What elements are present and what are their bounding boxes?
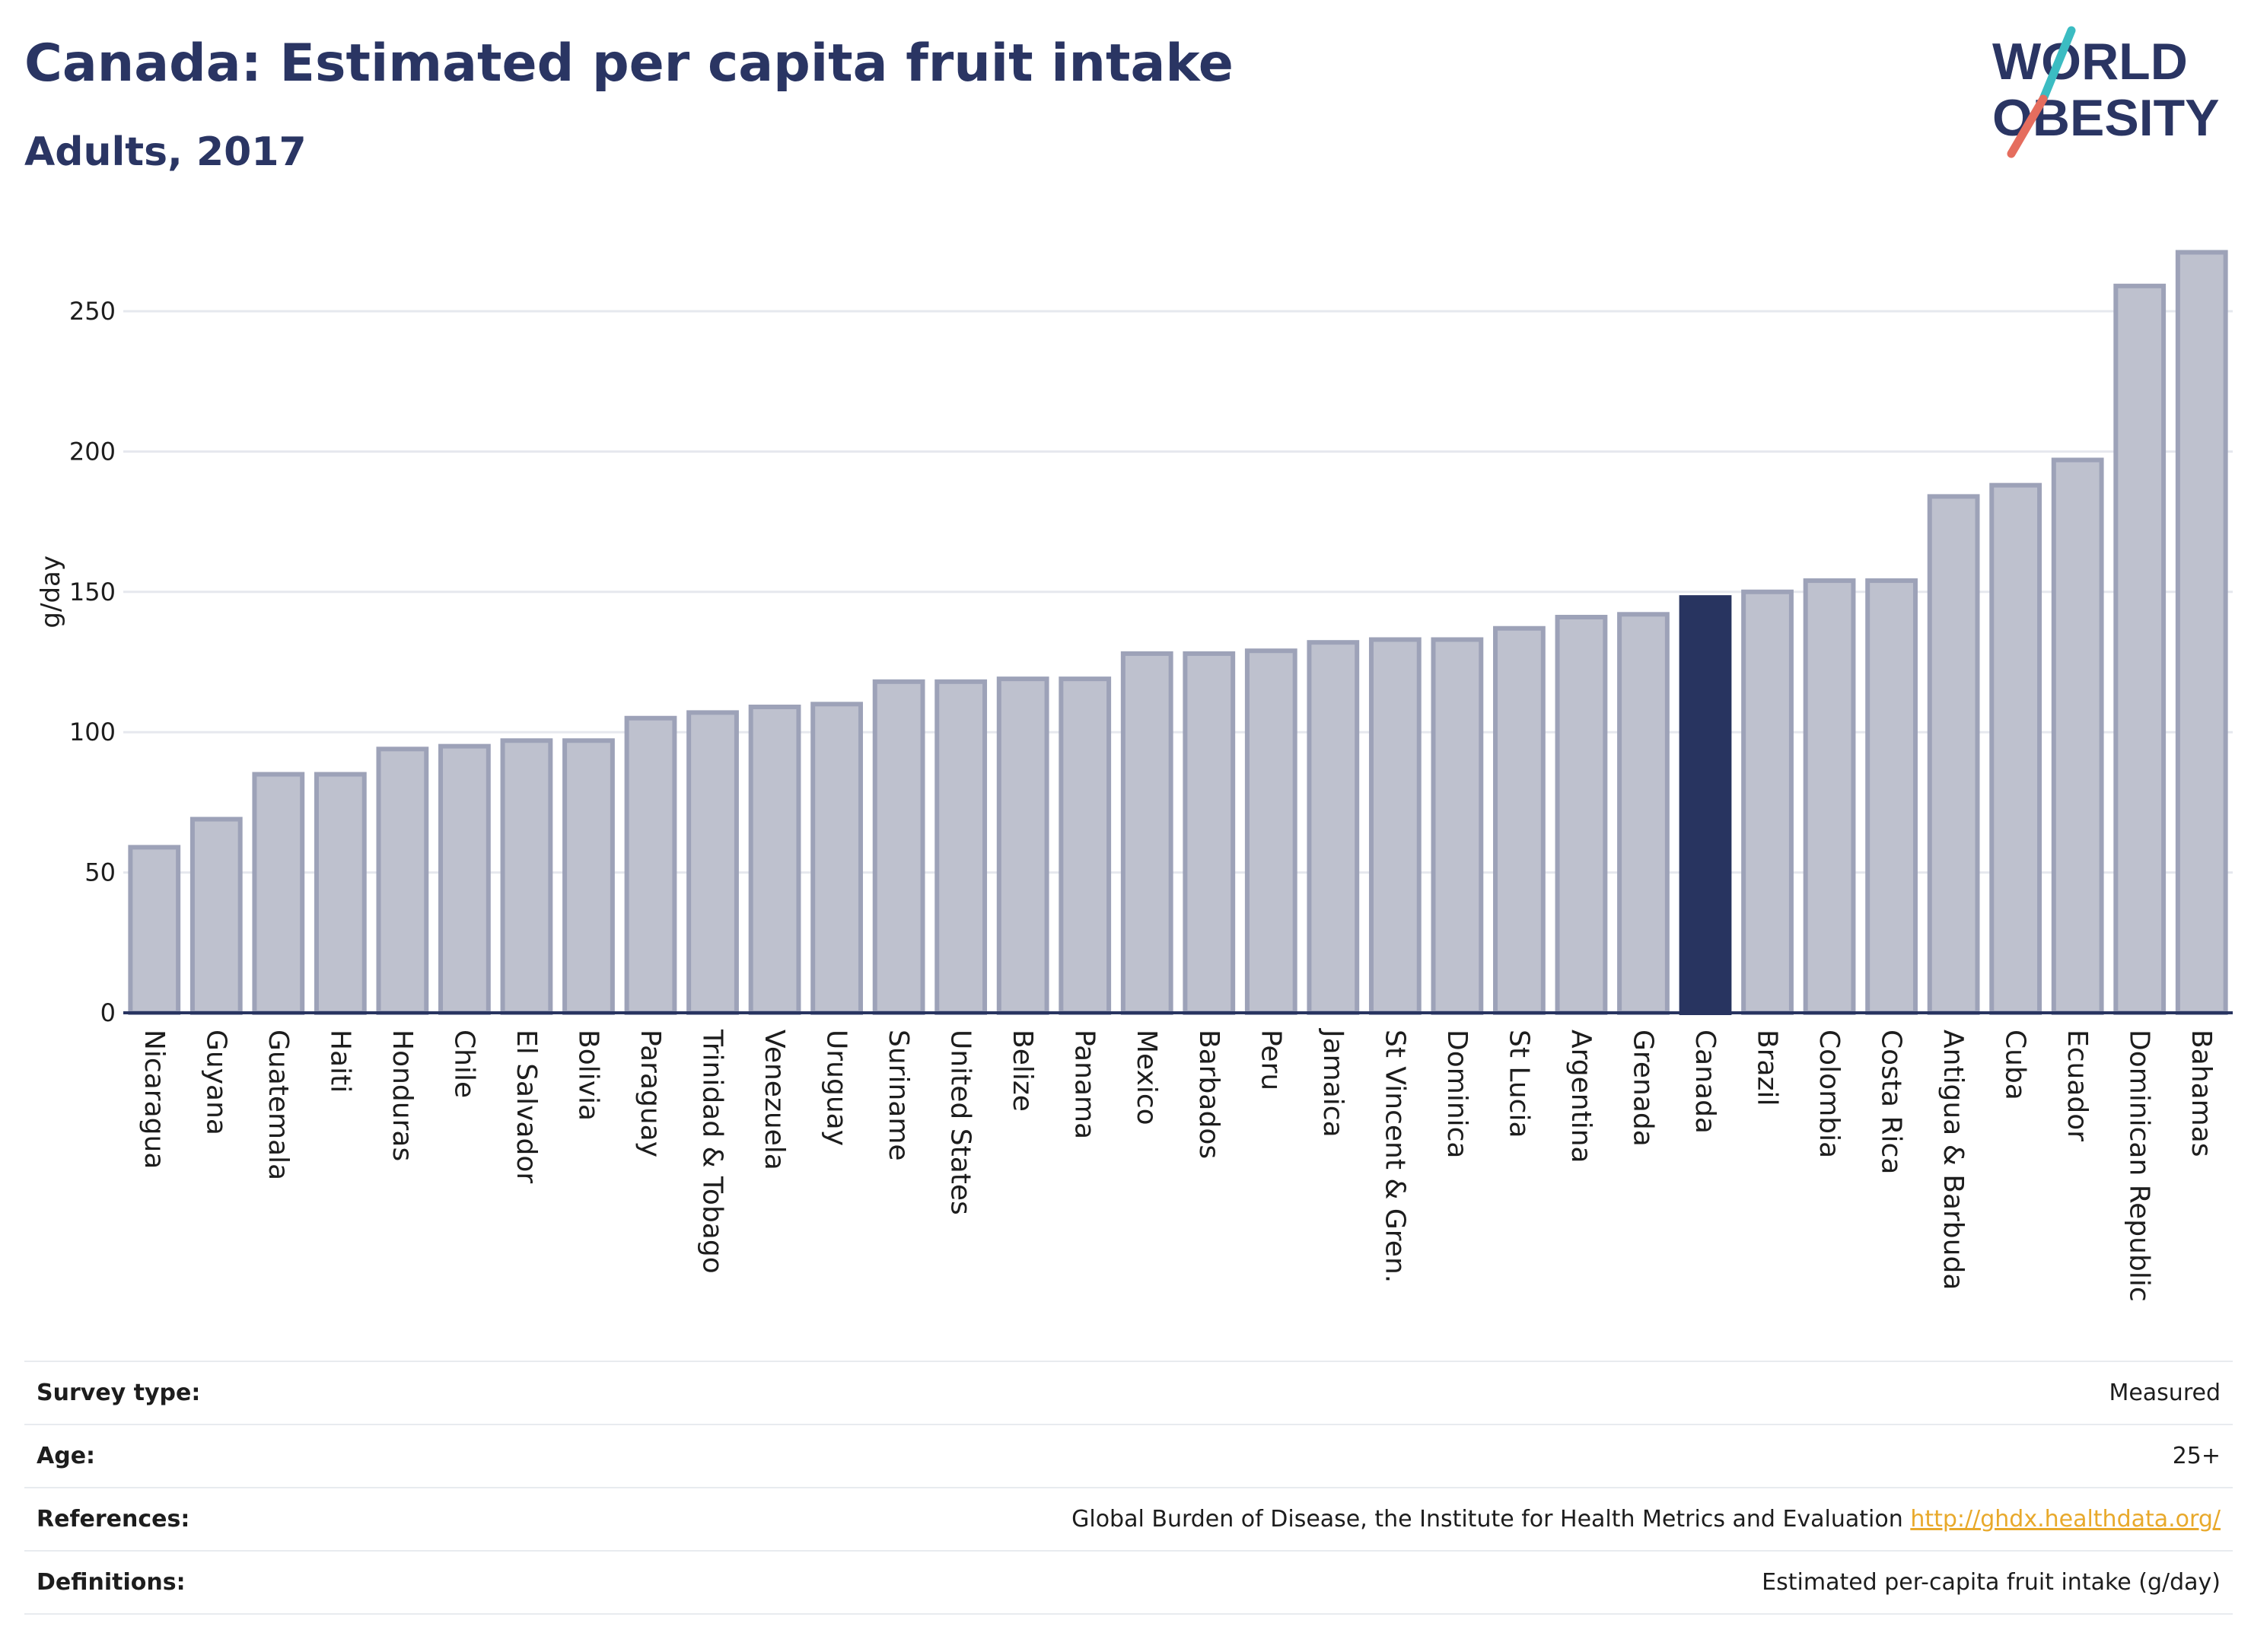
bar-grenada <box>1617 612 1670 1015</box>
bar-honduras <box>376 746 429 1015</box>
bar-bahamas <box>2175 250 2228 1015</box>
info-value: Estimated per-capita fruit intake (g/day… <box>1762 1569 2221 1596</box>
bar-belize <box>996 676 1049 1015</box>
bar-dominican-republic <box>2113 283 2167 1016</box>
bar-paraguay <box>624 715 677 1015</box>
bar-panama <box>1059 676 1112 1015</box>
x-tick-label: Chile <box>448 1030 479 1098</box>
y-tick-label: 50 <box>84 858 116 887</box>
x-tick-label: Peru <box>1255 1030 1286 1090</box>
bar-suriname <box>872 679 925 1015</box>
info-label: Survey type: <box>37 1380 201 1406</box>
reference-link[interactable]: http://ghdx.healthdata.org/ <box>1910 1506 2221 1533</box>
bar-st-lucia <box>1493 625 1546 1016</box>
info-label: Definitions: <box>37 1569 186 1596</box>
bar-costa-rica <box>1865 578 1918 1015</box>
x-tick-label: Dominica <box>1441 1030 1473 1159</box>
bar-cuba <box>1989 482 2042 1015</box>
x-tick-label: Trinidad & Tobago <box>697 1029 728 1274</box>
chart-title: Canada: Estimated per capita fruit intak… <box>24 33 1234 94</box>
info-label: Age: <box>37 1443 96 1469</box>
x-tick-label: Colombia <box>1813 1030 1845 1158</box>
x-tick-label: Cuba <box>2000 1030 2031 1100</box>
x-tick-label: Venezuela <box>759 1030 790 1170</box>
y-tick-label: 0 <box>100 998 116 1027</box>
bars <box>128 250 2228 1016</box>
bar-uruguay <box>810 702 863 1015</box>
x-tick-label: Barbados <box>1193 1030 1224 1159</box>
y-tick-label: 200 <box>69 437 116 466</box>
x-tick-label: Grenada <box>1627 1030 1658 1147</box>
x-tick-label: Jamaica <box>1317 1028 1348 1138</box>
info-value: Measured <box>2109 1380 2221 1406</box>
bar-venezuela <box>748 705 801 1015</box>
x-tick-label: Bahamas <box>2186 1030 2217 1157</box>
y-tick-label: 250 <box>69 297 116 326</box>
x-tick-label: Costa Rica <box>1876 1030 1907 1174</box>
y-tick-label: 150 <box>69 578 116 606</box>
axes: 0 50 100 150 200 250 g/day Nicaragua Guyana Guate… <box>36 297 2233 1302</box>
bar-united-states <box>934 679 988 1015</box>
bar-el-salvador <box>500 738 553 1015</box>
bar-peru <box>1244 648 1297 1015</box>
bar-brazil <box>1741 589 1794 1015</box>
x-tick-label: Ecuador <box>2062 1030 2093 1141</box>
info-label: References: <box>37 1506 190 1533</box>
info-table: Survey type: Measured Age: 25+ Reference… <box>24 1361 2233 1615</box>
bar-bolivia <box>562 738 615 1015</box>
x-tick-label: Guatemala <box>263 1030 294 1180</box>
x-tick-label: Dominican Republic <box>2124 1030 2155 1302</box>
x-tick-label: Panama <box>1069 1030 1100 1139</box>
bar-st-vincent-gren- <box>1368 637 1422 1015</box>
bar-mexico <box>1120 651 1173 1015</box>
x-tick-label: St Vincent & Gren. <box>1379 1030 1410 1283</box>
info-value: 25+ <box>2172 1443 2221 1469</box>
x-tick-label: Suriname <box>883 1030 914 1161</box>
x-tick-label: Argentina <box>1565 1030 1597 1163</box>
y-axis-label: g/day <box>36 555 66 629</box>
bar-canada <box>1679 595 1732 1015</box>
x-tick-label: Antigua & Barbuda <box>1937 1030 1969 1290</box>
x-tick-label: Uruguay <box>821 1030 852 1146</box>
x-tick-label: Nicaragua <box>138 1030 170 1169</box>
reference-text: Global Burden of Disease, the Institute … <box>1071 1506 1903 1533</box>
bar-trinidad-tobago <box>686 710 739 1015</box>
bar-ecuador <box>2051 457 2104 1015</box>
bar-argentina <box>1555 614 1608 1015</box>
bar-chile <box>438 743 491 1015</box>
x-tick-label: El Salvador <box>511 1030 542 1183</box>
bar-nicaragua <box>128 845 181 1015</box>
bar-guyana <box>189 816 243 1015</box>
y-tick-label: 100 <box>69 718 116 746</box>
x-tick-label: Paraguay <box>635 1030 666 1157</box>
bar-jamaica <box>1307 640 1360 1016</box>
info-row-references: References: Global Burden of Disease, th… <box>24 1488 2233 1551</box>
bar-colombia <box>1803 578 1856 1015</box>
x-tick-label: Mexico <box>1131 1030 1162 1125</box>
x-tick-label: Brazil <box>1752 1030 1783 1106</box>
x-tick-label: Bolivia <box>572 1030 603 1121</box>
world-obesity-logo: WORLD OBESITY <box>1992 26 2220 158</box>
bar-dominica <box>1431 637 1484 1015</box>
x-tick-label: Guyana <box>200 1030 231 1135</box>
x-tick-label: United States <box>945 1030 976 1215</box>
info-value: Global Burden of Disease, the Institute … <box>330 1488 2233 1551</box>
info-row-survey-type: Survey type: Measured <box>24 1361 2233 1424</box>
info-row-definitions: Definitions: Estimated per-capita fruit … <box>24 1551 2233 1614</box>
svg-text:WORLD: WORLD <box>1992 33 2188 91</box>
x-tick-label: Haiti <box>324 1030 355 1093</box>
bar-guatemala <box>252 772 305 1016</box>
bar-barbados <box>1183 651 1236 1015</box>
chart-subtitle: Adults, 2017 <box>24 129 307 175</box>
bar-chart: 0 50 100 150 200 250 g/day Nicaragua Guyana Guate… <box>36 250 2233 1302</box>
bar-antigua-barbuda <box>1927 494 1980 1015</box>
x-tick-label: Belize <box>1007 1030 1038 1112</box>
bar-haiti <box>314 772 367 1016</box>
x-tick-label: Honduras <box>387 1030 418 1161</box>
x-tick-label: St Lucia <box>1503 1030 1534 1138</box>
x-tick-label: Canada <box>1689 1030 1721 1134</box>
info-row-age: Age: 25+ <box>24 1424 2233 1488</box>
